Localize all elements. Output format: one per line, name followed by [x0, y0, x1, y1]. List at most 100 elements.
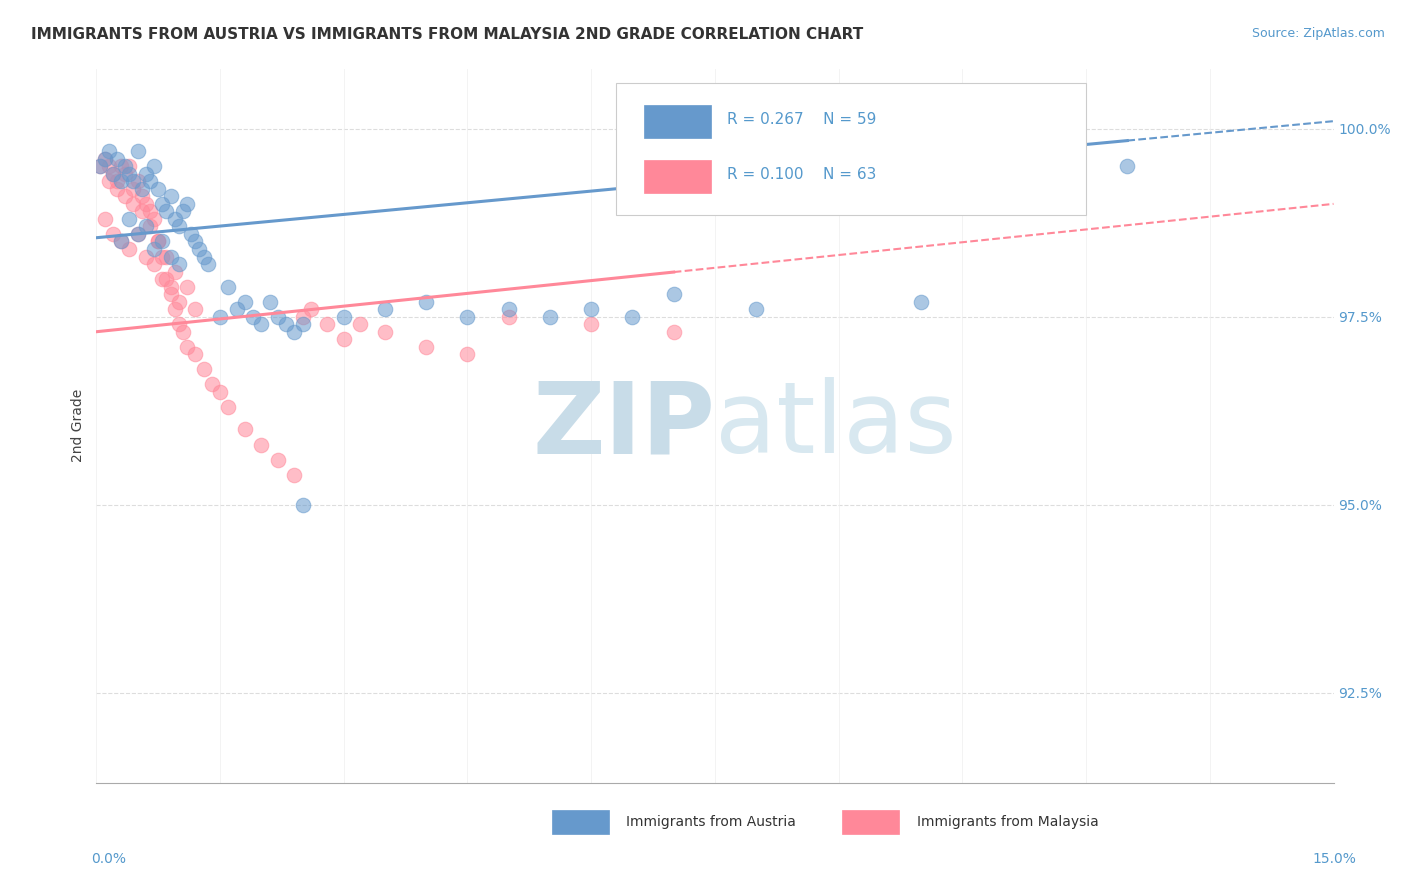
Point: [114, 189, 136, 203]
Text: Immigrants from Austria: Immigrants from Austria: [626, 815, 796, 830]
Point: [89, 159, 111, 173]
Point: [1116, 159, 1139, 173]
FancyBboxPatch shape: [842, 810, 900, 834]
Point: [184, 347, 207, 361]
Point: [217, 279, 239, 293]
Point: [193, 362, 215, 376]
Point: [101, 167, 124, 181]
Point: [167, 219, 190, 234]
Point: [143, 257, 166, 271]
Point: [110, 235, 132, 249]
Point: [250, 317, 273, 331]
Point: [415, 294, 437, 309]
Point: [184, 235, 207, 249]
Point: [267, 452, 290, 467]
Point: [333, 310, 356, 324]
Point: [910, 294, 932, 309]
Point: [148, 235, 170, 249]
Point: [131, 204, 153, 219]
Text: R = 0.267    N = 59: R = 0.267 N = 59: [727, 112, 877, 128]
Point: [498, 310, 520, 324]
Y-axis label: 2nd Grade: 2nd Grade: [72, 389, 86, 462]
Point: [662, 287, 685, 301]
Point: [150, 235, 173, 249]
Point: [579, 317, 602, 331]
Point: [101, 167, 124, 181]
Point: [150, 250, 173, 264]
Point: [176, 197, 198, 211]
Point: [209, 384, 232, 399]
FancyBboxPatch shape: [644, 160, 711, 193]
Point: [159, 279, 181, 293]
Point: [172, 204, 194, 219]
Text: Source: ZipAtlas.com: Source: ZipAtlas.com: [1251, 27, 1385, 40]
Point: [148, 235, 170, 249]
Point: [143, 242, 166, 256]
Point: [127, 174, 149, 188]
Point: [118, 159, 141, 173]
Point: [333, 332, 356, 346]
Point: [135, 219, 157, 234]
Text: IMMIGRANTS FROM AUSTRIA VS IMMIGRANTS FROM MALAYSIA 2ND GRADE CORRELATION CHART: IMMIGRANTS FROM AUSTRIA VS IMMIGRANTS FR…: [31, 27, 863, 42]
Point: [97, 159, 120, 173]
Point: [110, 159, 132, 173]
Point: [105, 152, 128, 166]
Point: [283, 467, 305, 482]
Point: [374, 325, 396, 339]
Point: [662, 325, 685, 339]
Point: [163, 264, 186, 278]
Point: [110, 235, 132, 249]
Point: [233, 422, 256, 436]
Point: [93, 152, 115, 166]
Point: [163, 302, 186, 317]
Point: [274, 317, 297, 331]
Point: [457, 310, 479, 324]
Point: [176, 340, 198, 354]
Point: [316, 317, 339, 331]
Point: [197, 257, 219, 271]
Point: [209, 310, 232, 324]
Point: [579, 302, 602, 317]
Point: [127, 227, 149, 241]
Point: [374, 302, 396, 317]
Point: [114, 167, 136, 181]
Text: ZIP: ZIP: [531, 377, 714, 475]
Point: [155, 250, 177, 264]
Point: [148, 182, 170, 196]
Point: [150, 272, 173, 286]
Text: 15.0%: 15.0%: [1313, 852, 1357, 866]
Point: [105, 174, 128, 188]
Point: [498, 302, 520, 317]
Point: [291, 498, 314, 512]
Point: [118, 211, 141, 226]
Point: [745, 302, 768, 317]
Point: [122, 174, 145, 188]
Point: [159, 287, 181, 301]
Point: [167, 317, 190, 331]
Point: [89, 159, 111, 173]
Point: [150, 197, 173, 211]
Point: [114, 159, 136, 173]
Point: [135, 167, 157, 181]
Point: [250, 437, 273, 451]
Point: [188, 242, 211, 256]
Point: [97, 145, 120, 159]
Text: 0.0%: 0.0%: [91, 852, 127, 866]
Text: Immigrants from Malaysia: Immigrants from Malaysia: [917, 815, 1098, 830]
Point: [105, 182, 128, 196]
Point: [101, 227, 124, 241]
Point: [283, 325, 305, 339]
Point: [127, 227, 149, 241]
Point: [349, 317, 371, 331]
Point: [217, 400, 239, 414]
Text: atlas: atlas: [714, 377, 956, 475]
Point: [155, 272, 177, 286]
Point: [259, 294, 281, 309]
Point: [621, 310, 644, 324]
Point: [193, 250, 215, 264]
Point: [180, 227, 202, 241]
Point: [93, 211, 115, 226]
Point: [167, 294, 190, 309]
Point: [415, 340, 437, 354]
Point: [267, 310, 290, 324]
